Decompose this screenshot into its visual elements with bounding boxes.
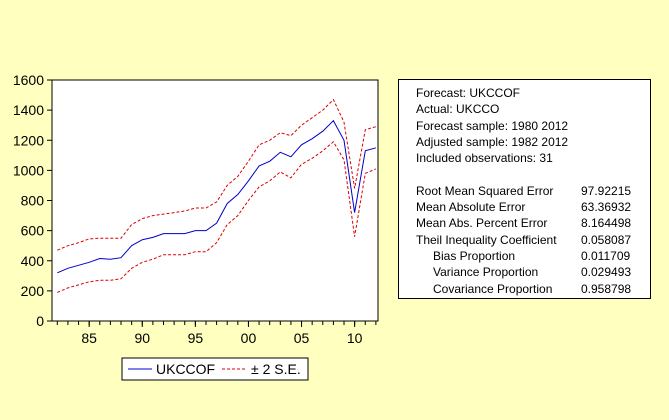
stats-row: Theil Inequality Coefficient 0.058087 [416,232,650,248]
stats-header-line: Actual: UKCCO [416,102,500,117]
stats-header-line: Forecast: UKCCOF [416,86,521,100]
stats-label: Bias Proportion [433,248,516,263]
stats-value: 97.92215 [581,183,632,198]
legend-label-band: ± 2 S.E. [251,361,301,377]
stats-value: 0.029493 [581,265,632,280]
stats-value: 63.36932 [581,200,632,215]
stats-row: Covariance Proportion 0.958798 [416,281,650,297]
y-tick-label: 400 [21,253,45,269]
y-tick-label: 1000 [13,162,44,178]
x-tick-label: 10 [347,330,363,346]
legend-box [121,357,309,381]
x-tick-label: 90 [134,330,150,346]
stats-value: 0.058087 [581,232,632,247]
legend: UKCCOF ± 2 S.E. [121,357,309,381]
forecast-line [57,119,377,274]
stats-gap [416,166,650,182]
stats-label: Variance Proportion [433,265,539,280]
x-tick-label: 05 [294,330,310,346]
stats-header-line: Forecast sample: 1980 2012 [416,118,569,133]
stats-header: Forecast: UKCCOF Actual: UKCCO Forecast sa… [416,85,650,166]
stats-label: Root Mean Squared Error [416,183,554,198]
series-lines [57,98,377,293]
y-tick-label: 1200 [13,132,44,148]
stats-row: Mean Absolute Error 63.36932 [416,199,650,215]
x-tick-label: 95 [188,330,204,346]
stats-row: Root Mean Squared Error 97.92215 [416,183,650,199]
y-tick-label: 800 [21,193,45,209]
legend-label-forecast: UKCCOF [156,361,215,377]
stats-header-line: Included observations: 31 [416,151,553,166]
x-tick-label: 85 [81,330,97,346]
stats-row: Bias Proportion 0.011709 [416,248,650,264]
upper-se-band-line [57,98,377,251]
lower-se-band-line [57,141,377,293]
stats-value: 0.958798 [581,281,632,296]
stats-label: Mean Abs. Percent Error [416,216,548,231]
stats-label: Covariance Proportion [433,281,553,296]
stats-value: 8.164498 [581,216,632,231]
stats-row: Variance Proportion 0.029493 [416,264,650,280]
stats-label: Theil Inequality Coefficient [416,232,557,247]
plot-area [51,79,379,322]
y-tick-label: 1600 [13,72,44,88]
stats-table: Root Mean Squared Error 97.92215 Mean Abso… [416,183,650,297]
stats-header-line: Adjusted sample: 1982 2012 [416,134,569,149]
stats-label: Mean Absolute Error [416,200,526,215]
axis-ticks: 0 200 400 600 800 1000 1200 1400 1600 85 90 95 00 05 1… [13,72,377,346]
y-tick-label: 200 [21,283,45,299]
y-tick-label: 600 [21,223,45,239]
x-tick-label: 00 [241,330,257,346]
stats-row: Mean Abs. Percent Error 8.164498 [416,215,650,231]
y-tick-label: 0 [36,313,44,329]
stats-value: 0.011709 [581,248,631,263]
y-tick-label: 1400 [13,102,44,118]
forecast-stats-box: Forecast: UKCCOF Actual: UKCCO Forecast sa… [398,79,651,299]
